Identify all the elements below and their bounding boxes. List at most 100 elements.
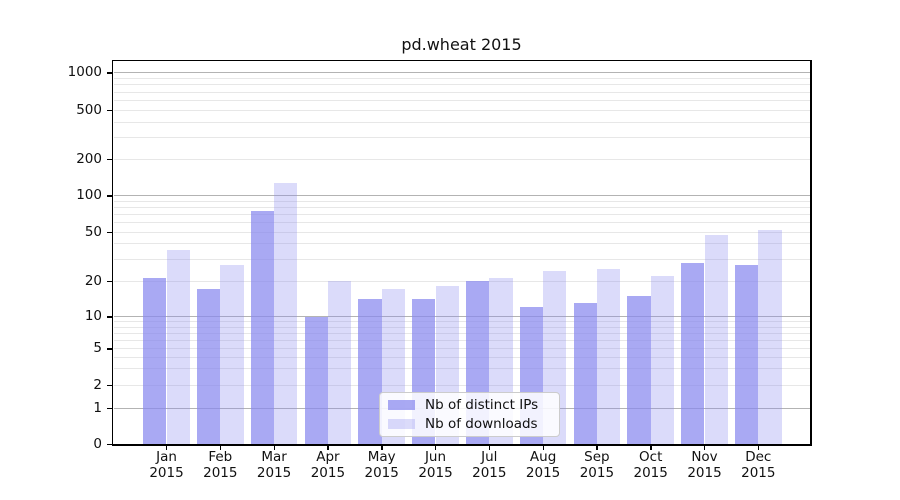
x-tick-label-dec: Dec 2015 xyxy=(730,449,786,481)
y-tick-label-1000: 1000 xyxy=(67,64,102,81)
x-tick-apr xyxy=(327,444,329,450)
gridline-y-7 xyxy=(114,332,810,334)
bar-sep-downloads xyxy=(596,269,621,444)
x-tick-label-mar: Mar 2015 xyxy=(246,449,302,481)
x-tick-label-jan: Jan 2015 xyxy=(139,449,195,481)
gridline-y-300 xyxy=(114,136,810,138)
legend-item-downloads: Nb of downloads xyxy=(388,416,551,432)
y-tick-label-0: 0 xyxy=(93,435,102,452)
y-tick-0 xyxy=(107,443,113,445)
y-tick-10 xyxy=(107,316,113,318)
gridline-y-900 xyxy=(114,77,810,79)
x-tick-oct xyxy=(650,444,652,450)
bar-apr-downloads xyxy=(327,281,352,444)
x-tick-sep xyxy=(596,444,598,450)
x-tick-label-year: 2015 xyxy=(472,464,507,481)
x-tick-label-year: 2015 xyxy=(741,464,776,481)
legend-label-downloads: Nb of downloads xyxy=(425,416,538,432)
y-tick-500 xyxy=(107,109,113,112)
x-tick-label-year: 2015 xyxy=(633,464,668,481)
gridline-y-800 xyxy=(114,84,810,86)
gridline-y-500 xyxy=(114,109,810,111)
y-tick-label-100: 100 xyxy=(76,187,102,204)
y-tick-label-20: 20 xyxy=(84,272,102,289)
gridline-y-9 xyxy=(114,321,810,323)
x-tick-label-sep: Sep 2015 xyxy=(569,449,625,481)
y-tick-label-2: 2 xyxy=(93,376,102,393)
x-tick-label-jul: Jul 2015 xyxy=(461,449,517,481)
legend-swatch-downloads xyxy=(388,419,415,429)
y-tick-label-5: 5 xyxy=(93,340,102,357)
x-tick-label-month: Aug xyxy=(529,449,557,465)
x-tick-jan xyxy=(166,444,168,450)
bar-sep-distinct-ips xyxy=(573,303,597,444)
x-tick-label-month: Jan xyxy=(156,449,177,465)
x-tick-label-month: Mar xyxy=(261,449,287,465)
bar-dec-downloads xyxy=(758,229,782,444)
x-tick-label-month: Jun xyxy=(424,449,447,465)
x-tick-label-year: 2015 xyxy=(310,464,346,481)
y-tick-1 xyxy=(107,407,113,410)
x-tick-jul xyxy=(488,444,491,450)
spine-bottom xyxy=(111,444,812,446)
x-tick-label-apr: Apr 2015 xyxy=(300,449,356,481)
bar-dec-distinct-ips xyxy=(734,264,759,444)
x-tick-label-year: 2015 xyxy=(256,464,292,481)
bar-may-distinct-ips xyxy=(358,299,382,444)
x-tick-label-year: 2015 xyxy=(203,464,238,481)
x-tick-label-month: Apr xyxy=(316,449,340,465)
x-tick-label-month: Dec xyxy=(745,449,772,465)
gridline-y-60 xyxy=(114,221,810,223)
legend: Nb of distinct IPs Nb of downloads xyxy=(379,392,560,437)
chart-title: pd.wheat 2015 xyxy=(401,35,522,54)
bar-nov-downloads xyxy=(704,235,728,444)
x-tick-label-month: May xyxy=(367,449,396,465)
x-tick-label-feb: Feb 2015 xyxy=(192,449,248,481)
bar-oct-downloads xyxy=(650,275,675,444)
gridline-y-200 xyxy=(114,158,810,160)
y-tick-50 xyxy=(107,231,113,233)
gridline-y-40 xyxy=(114,243,810,245)
gridline-y-4 xyxy=(114,357,810,359)
legend-label-distinct-ips: Nb of distinct IPs xyxy=(425,397,539,413)
bar-mar-distinct-ips xyxy=(250,210,275,444)
y-tick-label-500: 500 xyxy=(76,101,102,118)
gridline-y-1000 xyxy=(114,72,810,74)
bar-oct-distinct-ips xyxy=(627,295,651,444)
gridline-y-10 xyxy=(114,316,810,318)
gridline-y-3 xyxy=(114,368,810,370)
spine-top xyxy=(111,59,812,61)
y-tick-5 xyxy=(107,348,113,350)
bar-feb-distinct-ips xyxy=(196,289,221,444)
spine-right xyxy=(810,61,812,446)
gridline-y-400 xyxy=(114,121,810,123)
x-tick-label-month: Sep xyxy=(584,449,610,465)
x-tick-jun xyxy=(435,444,437,450)
gridline-y-80 xyxy=(114,206,810,208)
x-tick-label-year: 2015 xyxy=(687,464,722,481)
x-tick-feb xyxy=(219,444,222,450)
y-tick-label-10: 10 xyxy=(84,308,102,325)
gridline-y-700 xyxy=(114,91,810,93)
x-tick-label-month: Feb xyxy=(208,449,233,465)
x-tick-aug xyxy=(542,444,544,450)
gridline-y-20 xyxy=(114,280,810,282)
y-tick-200 xyxy=(107,158,113,160)
x-tick-dec xyxy=(757,444,760,450)
x-tick-mar xyxy=(273,444,275,450)
gridline-y-30 xyxy=(114,258,810,260)
bar-nov-distinct-ips xyxy=(681,263,705,444)
x-tick-label-jun: Jun 2015 xyxy=(408,449,464,481)
x-tick-label-oct: Oct 2015 xyxy=(623,449,679,481)
x-tick-label-month: Nov xyxy=(691,449,718,465)
x-tick-may xyxy=(381,444,383,450)
bar-jan-distinct-ips xyxy=(143,278,167,444)
gridline-y-5 xyxy=(114,348,810,350)
x-tick-label-month: Oct xyxy=(639,449,663,465)
y-tick-label-200: 200 xyxy=(76,150,102,167)
x-tick-label-month: Jul xyxy=(481,449,498,465)
x-tick-nov xyxy=(704,444,706,450)
y-tick-20 xyxy=(107,280,113,282)
